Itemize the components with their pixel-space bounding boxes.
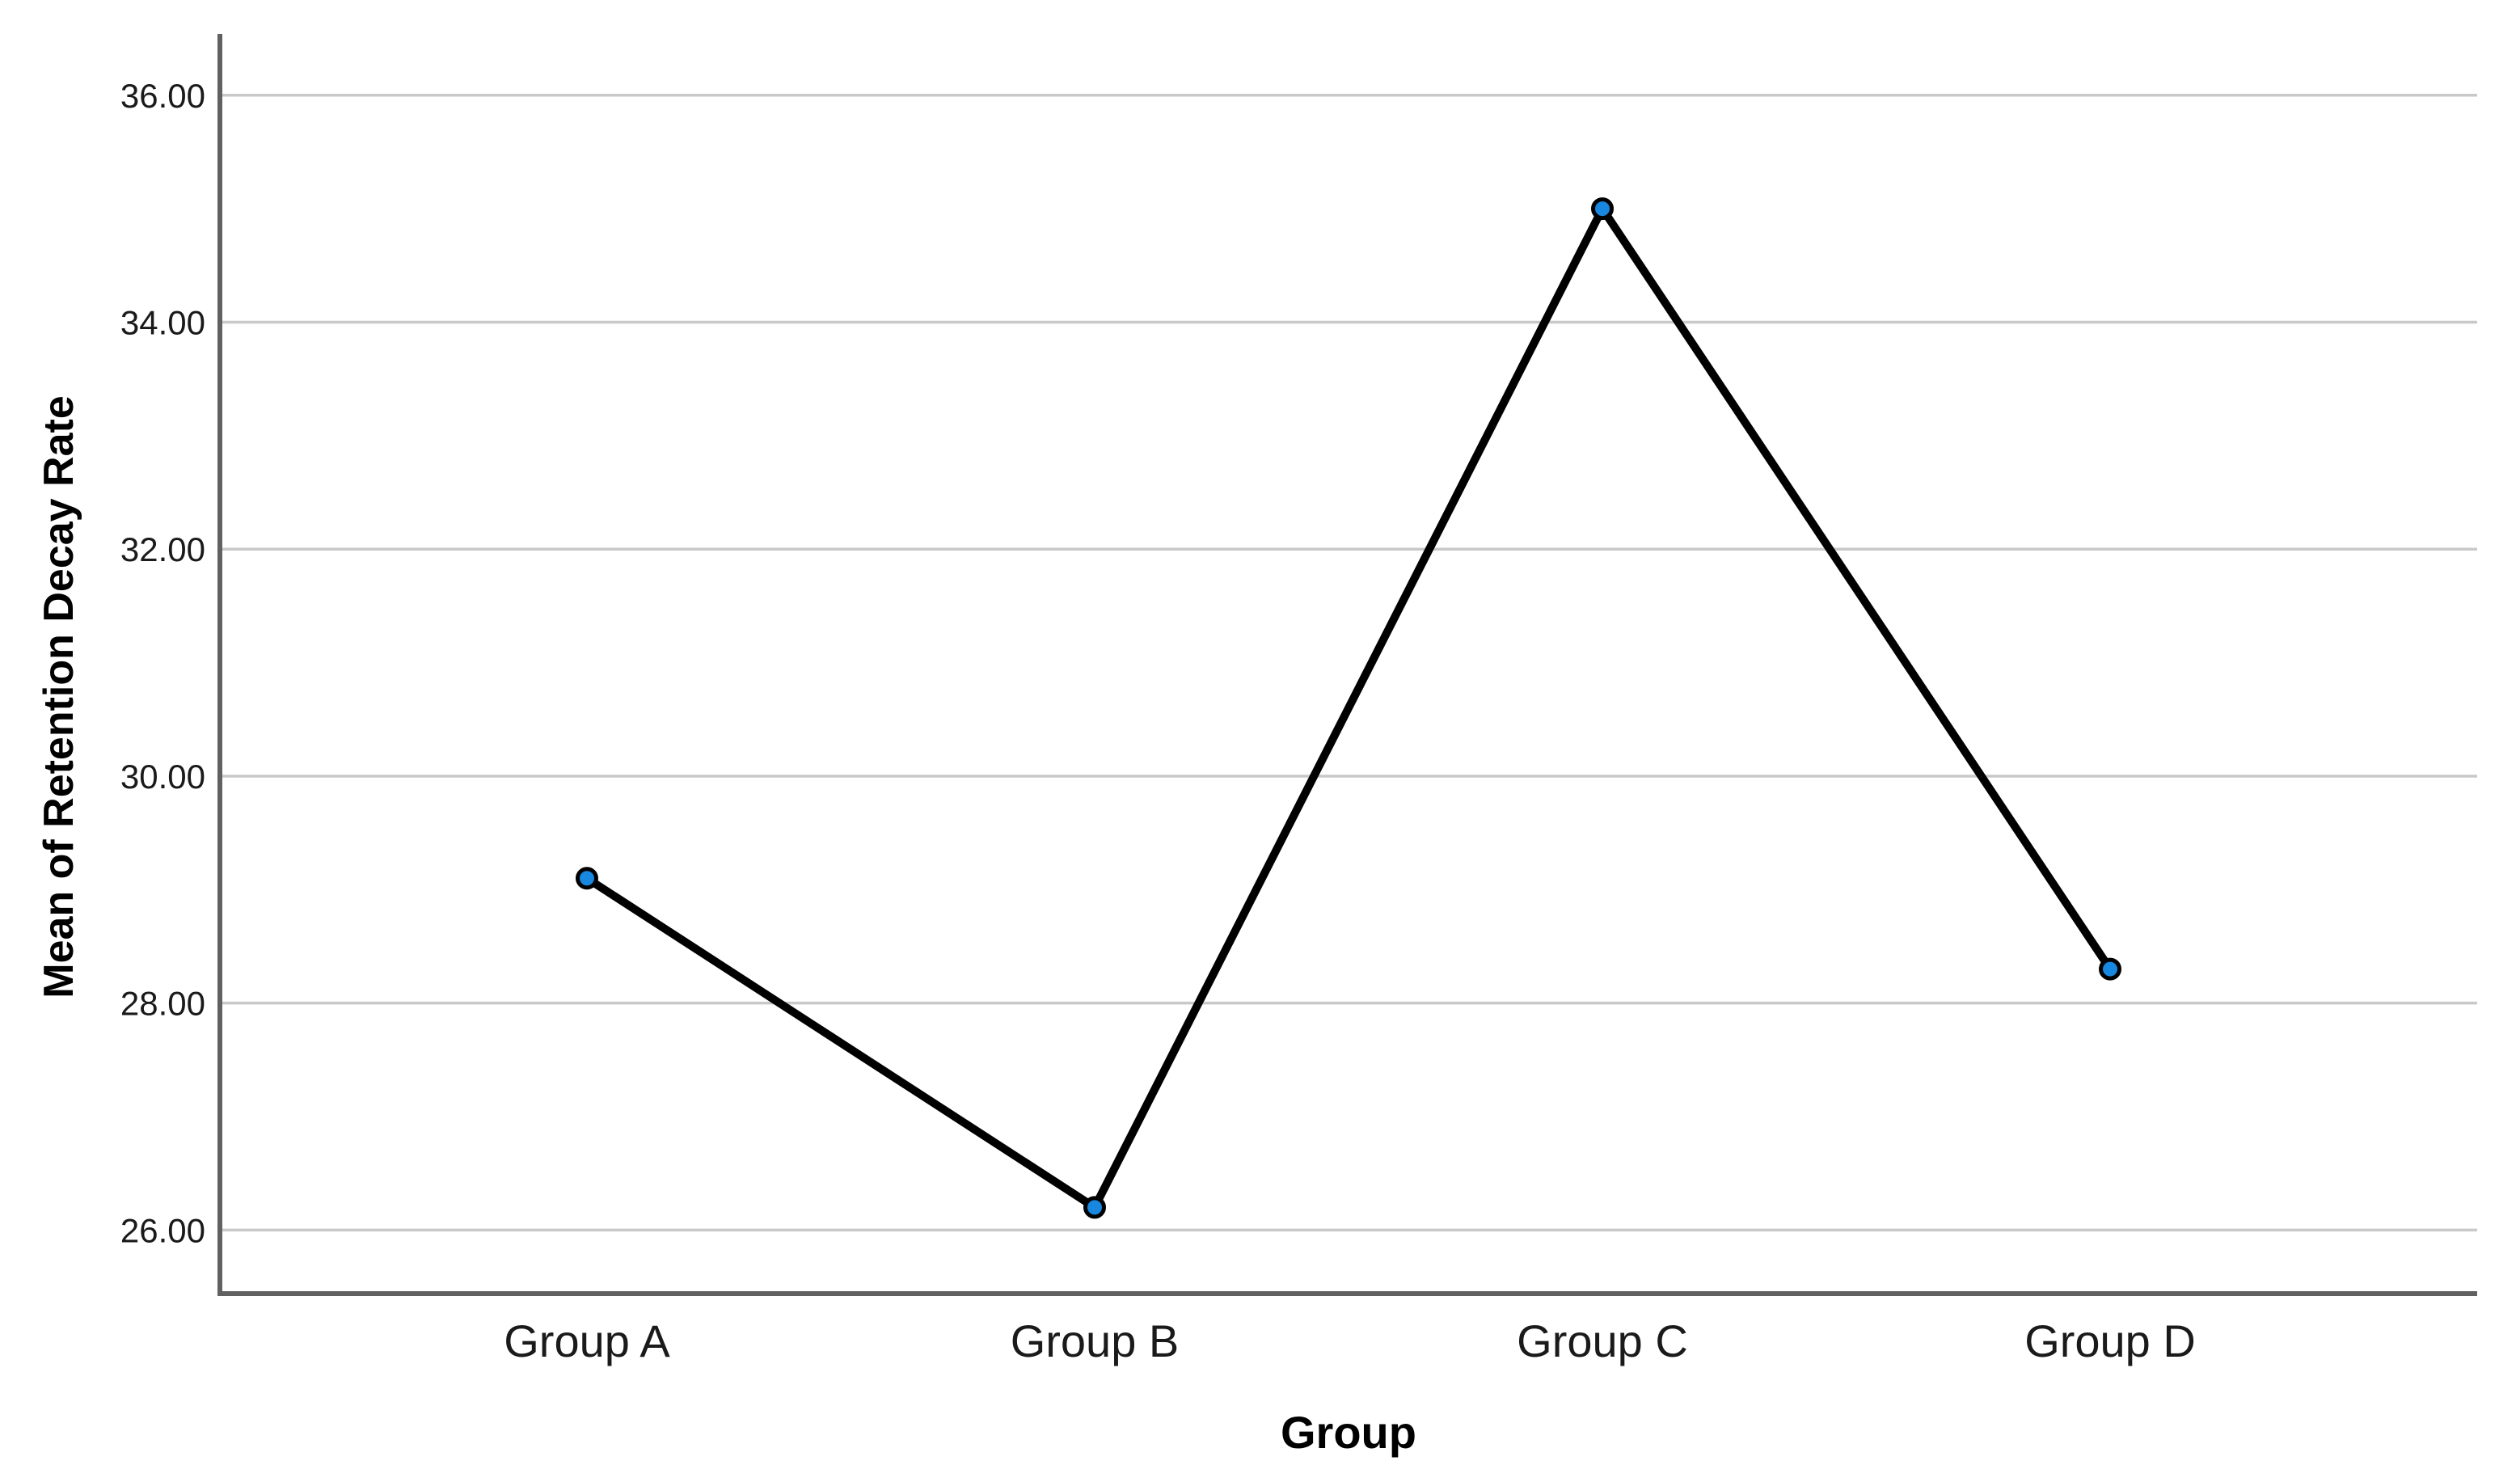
- x-axis-title: Group: [1281, 1407, 1416, 1458]
- data-point-marker: [1083, 1196, 1106, 1219]
- y-tick-label: 34.00: [120, 304, 205, 342]
- y-tick-label: 28.00: [120, 985, 205, 1023]
- x-tick-label: Group A: [504, 1315, 670, 1366]
- series-line: [585, 201, 2114, 1214]
- data-point-marker: [2099, 957, 2122, 981]
- x-tick-label: Group D: [2024, 1315, 2196, 1366]
- data-point-marker: [1591, 197, 1615, 221]
- x-tick-label: Group B: [1011, 1315, 1180, 1366]
- x-tick-label: Group C: [1517, 1315, 1688, 1366]
- y-axis-title: Mean of Retention Decay Rate: [36, 395, 82, 999]
- y-tick-label: 26.00: [120, 1211, 205, 1249]
- y-tick-label: 36.00: [120, 77, 205, 115]
- y-tick-label: 30.00: [120, 758, 205, 796]
- y-tick-label: 32.00: [120, 530, 205, 568]
- data-point-marker: [575, 867, 598, 890]
